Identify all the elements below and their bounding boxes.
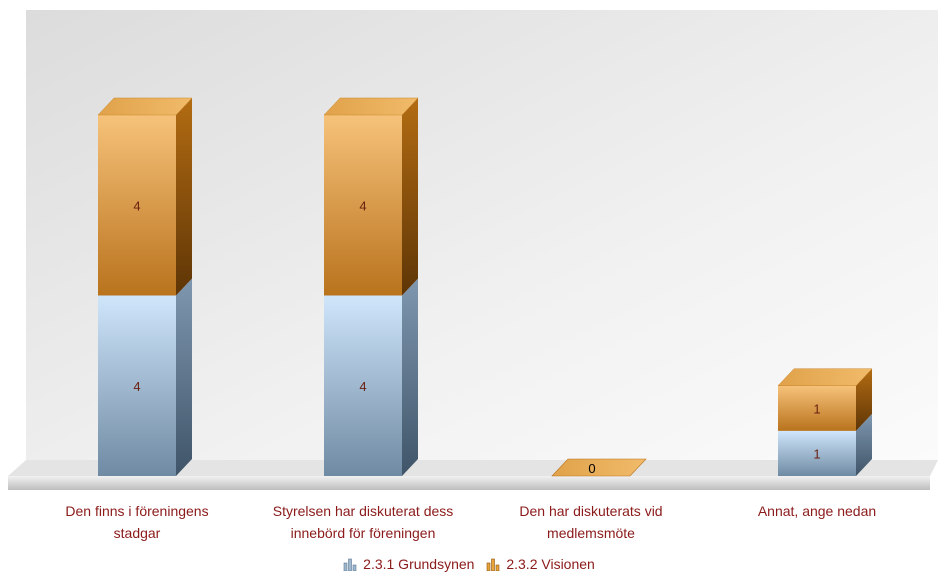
bar-segment-0-3[interactable] (778, 430, 856, 476)
data-label-0-0: 4 (133, 379, 140, 394)
bar-side-0-0 (176, 278, 192, 476)
bar-chart-icon (343, 558, 357, 571)
bar-segment-1-0[interactable] (98, 115, 176, 296)
bar-side-1-0 (176, 98, 192, 296)
category-label-1-line1: Styrelsen har diskuterat dess (272, 503, 454, 519)
category-label-3-line1: Annat, ange nedan (757, 503, 877, 519)
legend-item-visionen[interactable]: 2.3.2 Visionen (486, 556, 595, 572)
plot-floor (8, 460, 938, 476)
category-label-0: Den finns i föreningens stadgar (37, 500, 237, 544)
chart-legend: 2.3.1 Grundsynen 2.3.2 Visionen (0, 556, 938, 574)
legend-item-grundsynen[interactable]: 2.3.1 Grundsynen (343, 556, 474, 572)
data-label-1-0: 4 (133, 198, 140, 213)
data-label-1-3: 1 (813, 401, 820, 416)
bar-segment-0-0[interactable] (98, 295, 176, 477)
data-label-0-1: 4 (359, 379, 366, 394)
legend-label-grundsynen: 2.3.1 Grundsynen (363, 556, 475, 572)
category-label-3: Annat, ange nedan (717, 500, 917, 522)
category-label-2-line2: medlemsmöte (547, 525, 635, 541)
category-label-0-line2: stadgar (113, 525, 161, 541)
data-label-1-1: 4 (359, 198, 366, 213)
bar-top-1 (323, 97, 419, 116)
category-label-2-line1: Den har diskuterats vid (519, 503, 663, 519)
bar-top-0 (97, 97, 193, 116)
bar-top-2[interactable] (551, 458, 647, 477)
bar-segment-1-3[interactable] (778, 385, 856, 431)
bar-side-0-1 (402, 278, 418, 476)
category-label-1: Styrelsen har diskuterat dess innebörd f… (263, 500, 463, 544)
bar-segment-1-1[interactable] (324, 115, 402, 296)
bar-top-3 (777, 368, 873, 386)
plot-floor-front (8, 476, 930, 490)
bar-segment-0-1[interactable] (324, 295, 402, 477)
data-label-0-3: 1 (813, 446, 820, 461)
bar-chart-icon (487, 558, 500, 571)
legend-label-visionen: 2.3.2 Visionen (506, 556, 595, 572)
bar-side-1-3 (856, 368, 872, 431)
category-label-1-line2: innebörd för föreningen (290, 525, 436, 541)
bar-side-1-1 (402, 98, 418, 296)
data-label-zero-2: 0 (588, 461, 595, 476)
category-label-2: Den har diskuterats vid medlemsmöte (491, 500, 691, 544)
bar-side-0-3 (856, 413, 872, 476)
category-label-0-line1: Den finns i föreningens (65, 503, 209, 519)
